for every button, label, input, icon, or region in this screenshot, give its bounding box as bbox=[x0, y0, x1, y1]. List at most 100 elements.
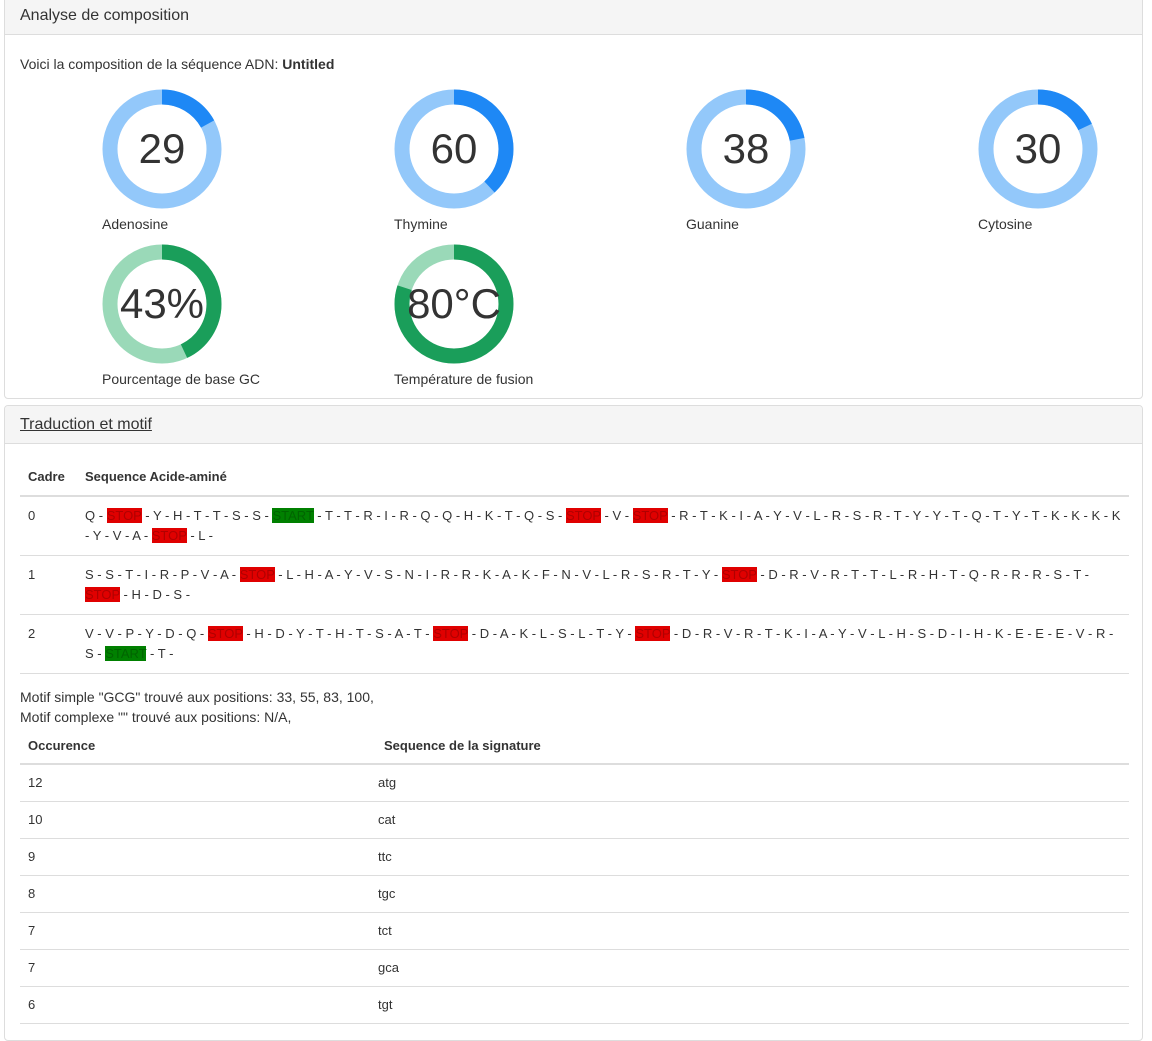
frame-sequence: V - V - P - Y - D - Q - STOP - H - D - Y… bbox=[77, 614, 1129, 674]
stop-codon-badge: STOP bbox=[106, 508, 142, 523]
amino-acid: E bbox=[1055, 626, 1065, 641]
amino-acid: Q bbox=[85, 508, 96, 523]
stop-codon-badge: STOP bbox=[632, 508, 668, 523]
amino-acid: H bbox=[928, 567, 939, 582]
signature-cell: tgc bbox=[370, 875, 1129, 913]
amino-acid: N bbox=[404, 567, 414, 582]
amino-acid: S bbox=[641, 567, 651, 582]
gauge-cytosine: 30 Cytosine bbox=[978, 89, 1108, 239]
amino-acid: R bbox=[440, 567, 451, 582]
amino-acid: K bbox=[482, 567, 492, 582]
signature-table: Occurence Sequence de la signature 12 atg… bbox=[20, 728, 1129, 1024]
col-sequence: Sequence Acide-aminé bbox=[77, 458, 1129, 497]
gauge-value: 43% bbox=[119, 280, 205, 327]
composition-panel: Analyse de composition Voici la composit… bbox=[4, 0, 1143, 399]
amino-acid: Y bbox=[912, 508, 922, 523]
amino-acid: T bbox=[992, 508, 1001, 523]
frame-number: 1 bbox=[20, 555, 77, 615]
amino-acid: P bbox=[125, 626, 134, 641]
amino-acid: T bbox=[324, 508, 333, 523]
signature-row: 10 cat bbox=[20, 801, 1129, 839]
amino-acid: Q bbox=[971, 508, 982, 523]
amino-acid: H bbox=[973, 626, 984, 641]
amino-acid: T bbox=[344, 508, 352, 523]
amino-acid: S bbox=[1053, 567, 1062, 582]
amino-acid: T bbox=[125, 567, 133, 582]
frames-header-row: Cadre Sequence Acide-aminé bbox=[20, 458, 1129, 497]
amino-acid: R bbox=[620, 567, 631, 582]
col-occurence: Occurence bbox=[20, 728, 370, 765]
amino-acid: R bbox=[461, 567, 471, 582]
amino-acid: V bbox=[810, 567, 819, 582]
amino-acid: A bbox=[502, 567, 511, 582]
gauge-value: 60 bbox=[430, 125, 478, 172]
donut-arc bbox=[686, 89, 806, 209]
amino-acid: K bbox=[1051, 508, 1060, 523]
donut-ring bbox=[102, 244, 222, 364]
amino-acid: Q bbox=[968, 567, 979, 582]
donut-ring bbox=[102, 89, 222, 209]
amino-acid: V bbox=[858, 626, 867, 641]
translation-heading-link[interactable]: Traduction et motif bbox=[20, 416, 152, 433]
donut-ring bbox=[686, 89, 806, 209]
amino-acid: D bbox=[165, 626, 175, 641]
amino-acid: R bbox=[907, 567, 918, 582]
amino-acid: D bbox=[937, 626, 948, 641]
amino-acid: S bbox=[232, 508, 241, 523]
amino-acid: E bbox=[1035, 626, 1044, 641]
donut-ring bbox=[394, 244, 514, 364]
amino-acid: Y bbox=[773, 508, 782, 523]
gauge-label: Température de fusion bbox=[394, 371, 534, 387]
translation-heading: Traduction et motif bbox=[5, 406, 1142, 444]
amino-acid: K bbox=[784, 626, 793, 641]
stop-codon-badge: STOP bbox=[239, 567, 275, 582]
amino-acid: S bbox=[105, 567, 114, 582]
amino-acid: L bbox=[286, 567, 293, 582]
stop-codon-badge: STOP bbox=[85, 587, 120, 602]
amino-acid: R bbox=[1032, 567, 1042, 582]
stop-codon-badge: STOP bbox=[433, 626, 469, 641]
gauge-thymine: 60 Thymine bbox=[394, 89, 524, 239]
amino-acid: Y bbox=[615, 626, 624, 641]
amino-acid: H bbox=[172, 508, 183, 523]
amino-acid: Y bbox=[296, 626, 305, 641]
amino-acid: L bbox=[878, 626, 885, 641]
amino-acid: S bbox=[173, 587, 183, 602]
frame-number: 0 bbox=[20, 496, 77, 556]
occurence-cell: 7 bbox=[20, 912, 370, 950]
amino-acid: D bbox=[479, 626, 490, 641]
stop-codon-badge: STOP bbox=[207, 626, 243, 641]
amino-acid: T bbox=[596, 626, 605, 641]
amino-acid: K bbox=[719, 508, 728, 523]
amino-acid: R bbox=[831, 508, 842, 523]
amino-acid: Q bbox=[420, 508, 431, 523]
amino-acid: F bbox=[541, 567, 550, 582]
stop-codon-badge: STOP bbox=[151, 528, 187, 543]
amino-acid: T bbox=[212, 508, 221, 523]
amino-acid: R bbox=[399, 508, 409, 523]
amino-acid: R bbox=[744, 626, 754, 641]
amino-acid: Y bbox=[152, 508, 162, 523]
amino-acid: L bbox=[889, 567, 897, 582]
amino-acid: T bbox=[893, 508, 902, 523]
amino-acid: V bbox=[582, 567, 591, 582]
gauge-label: Adenosine bbox=[102, 216, 169, 232]
start-codon-badge: START bbox=[272, 508, 314, 523]
amino-acid: H bbox=[463, 508, 474, 523]
amino-acid: S bbox=[558, 626, 567, 641]
amino-acid: Q bbox=[524, 508, 535, 523]
signature-cell: cat bbox=[370, 801, 1129, 839]
amino-acid: H bbox=[304, 567, 314, 582]
motif-results: Motif simple "GCG" trouvé aux positions:… bbox=[20, 687, 374, 727]
amino-acid: S bbox=[917, 626, 927, 641]
amino-acid: T bbox=[315, 626, 324, 641]
amino-acid: R bbox=[830, 567, 840, 582]
signature-row: 9 ttc bbox=[20, 838, 1129, 876]
gauge-adenosine: 29 Adenosine bbox=[102, 89, 232, 239]
motif-simple: Motif simple "GCG" trouvé aux positions:… bbox=[20, 689, 374, 705]
amino-acid: V bbox=[793, 508, 802, 523]
amino-acid: T bbox=[682, 567, 691, 582]
donut-arc bbox=[102, 89, 222, 209]
